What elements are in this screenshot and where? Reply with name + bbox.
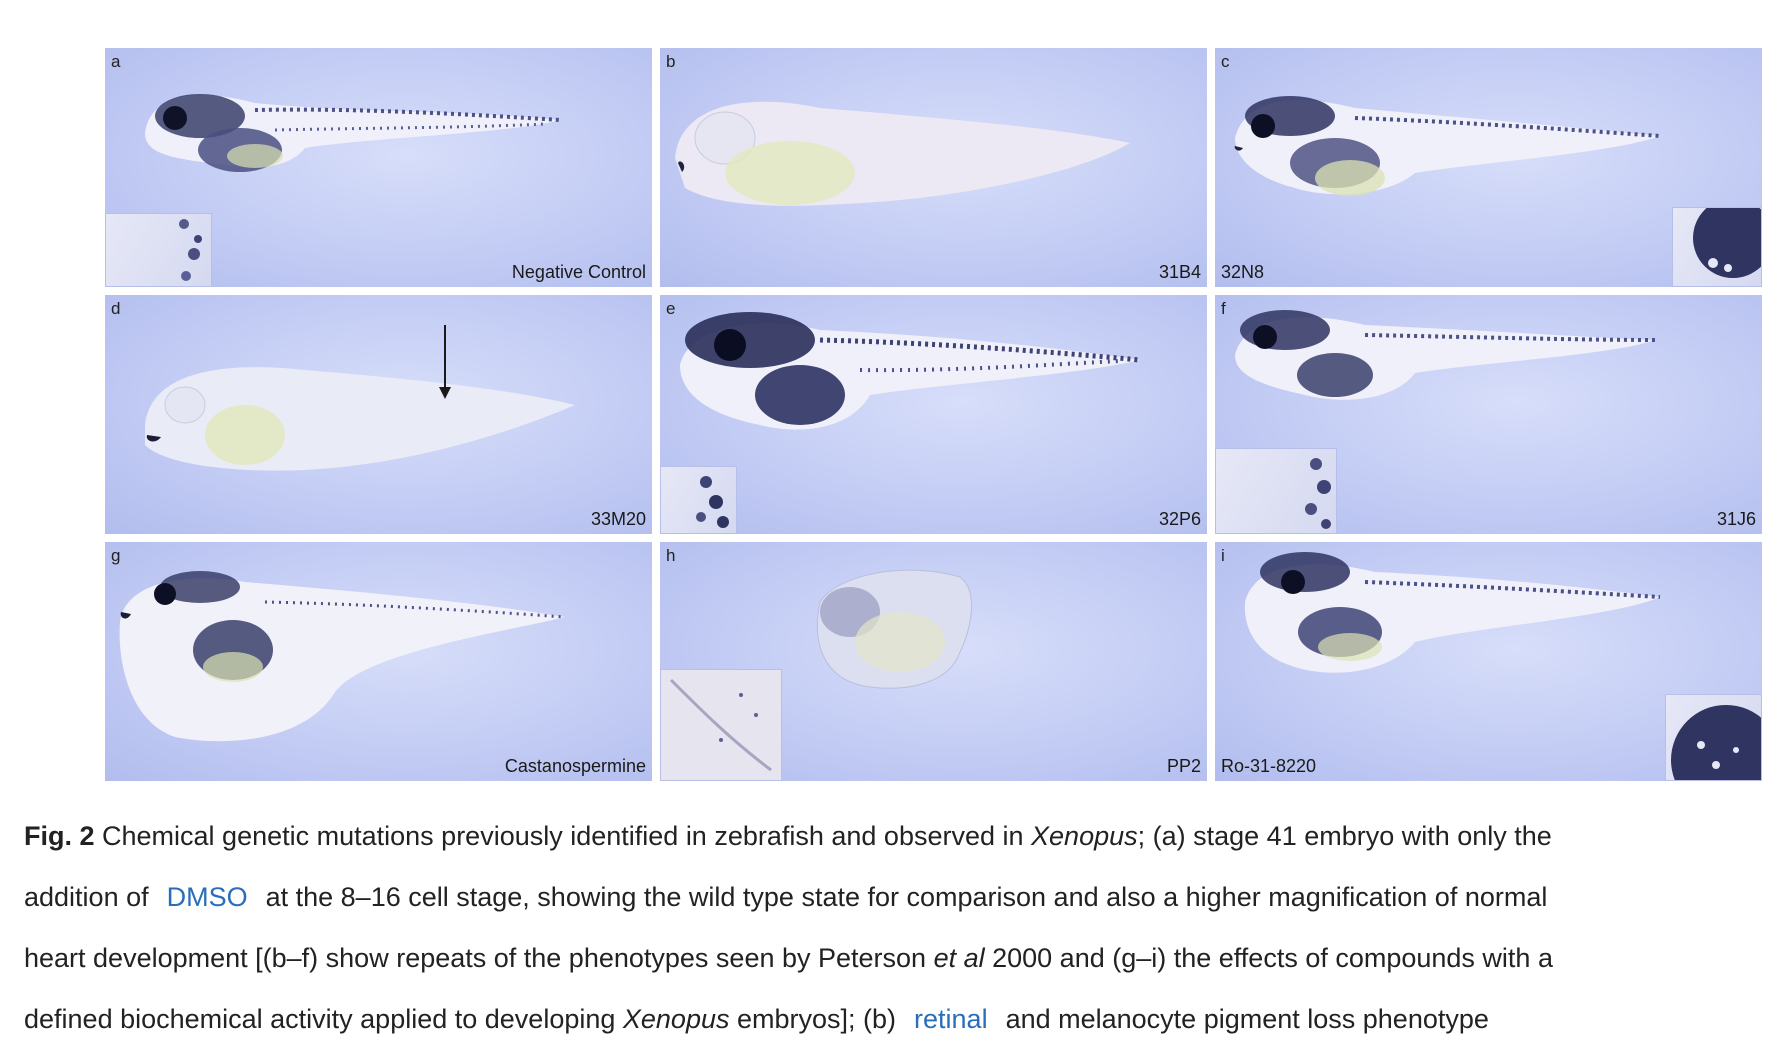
caption-text: Chemical genetic mutations previously id… bbox=[94, 821, 1032, 851]
caption-text: and melanocyte pigment loss phenotype bbox=[1005, 1004, 1489, 1034]
compound-label: 31J6 bbox=[1716, 509, 1756, 529]
embryo-image bbox=[145, 325, 575, 471]
panel-label: a bbox=[111, 52, 121, 71]
compound-label: Ro-31-8220 bbox=[1221, 756, 1317, 776]
embryo-image bbox=[119, 571, 566, 742]
heart-inset bbox=[1672, 207, 1762, 287]
panel-label: c bbox=[1221, 52, 1230, 71]
figure-caption: Fig. 2 Chemical genetic mutations previo… bbox=[24, 806, 1764, 1050]
panel-label: f bbox=[1221, 299, 1226, 318]
compound-label: Negative Control bbox=[511, 262, 646, 282]
panel-label: i bbox=[1221, 546, 1225, 565]
caption-italic: Xenopus bbox=[1031, 821, 1138, 851]
caption-text: heart development [(b–f) show repeats of… bbox=[24, 943, 934, 973]
compound-label: PP2 bbox=[1166, 756, 1201, 776]
panel-label: b bbox=[666, 52, 676, 71]
heart-inset bbox=[1665, 694, 1762, 781]
panel-label: h bbox=[666, 546, 676, 565]
panel-i: i Ro-31-8220 bbox=[1215, 542, 1762, 781]
panel-d: d 33M20 bbox=[105, 295, 652, 534]
embryo-image bbox=[816, 569, 973, 689]
panel-label: g bbox=[111, 546, 121, 565]
caption-text: at the 8–16 cell stage, showing the wild… bbox=[265, 882, 1548, 912]
caption-italic: Xenopus bbox=[622, 1004, 730, 1034]
panel-g: g Castanospermine bbox=[105, 542, 652, 781]
compound-label: 32N8 bbox=[1221, 262, 1265, 282]
tissue-inset bbox=[660, 669, 782, 781]
figure-image: a Negative Control b 31B4 c 32N8 bbox=[105, 48, 1762, 781]
panel-b: b 31B4 bbox=[660, 48, 1207, 287]
panel-label: e bbox=[666, 299, 676, 318]
embryo-image bbox=[675, 101, 1130, 206]
embryo-image bbox=[680, 312, 1141, 430]
panel-e: e 32P6 bbox=[660, 295, 1207, 534]
compound-label: 32P6 bbox=[1158, 509, 1201, 529]
figure-label: Fig. 2 bbox=[24, 821, 95, 851]
caption-italic: et al bbox=[933, 943, 985, 973]
embryo-image bbox=[1234, 96, 1661, 196]
dmso-link[interactable]: DMSO bbox=[166, 882, 248, 912]
panel-h: h PP2 bbox=[660, 542, 1207, 781]
retinal-link[interactable]: retinal bbox=[914, 1004, 988, 1034]
caption-text: embryos]; (b) bbox=[729, 1004, 897, 1034]
panel-f: f 31J6 bbox=[1215, 295, 1762, 534]
embryo-image bbox=[1244, 552, 1661, 673]
caption-text: defined biochemical activity applied to … bbox=[24, 1004, 623, 1034]
compound-label: Castanospermine bbox=[504, 756, 646, 776]
caption-text: 2000 and (g–i) the effects of compounds … bbox=[984, 943, 1553, 973]
heart-inset bbox=[105, 213, 212, 287]
caption-text: ; (a) stage 41 embryo with only the bbox=[1137, 821, 1552, 851]
heart-inset bbox=[660, 466, 737, 534]
embryo-image bbox=[1235, 310, 1656, 400]
heart-inset bbox=[1215, 448, 1337, 534]
compound-label: 31B4 bbox=[1158, 262, 1201, 282]
panel-label: d bbox=[111, 299, 121, 318]
panel-a: a Negative Control bbox=[105, 48, 652, 287]
compound-label: 33M20 bbox=[590, 509, 646, 529]
panel-c: c 32N8 bbox=[1215, 48, 1762, 287]
caption-text: addition of bbox=[24, 882, 149, 912]
embryo-image bbox=[145, 94, 561, 172]
